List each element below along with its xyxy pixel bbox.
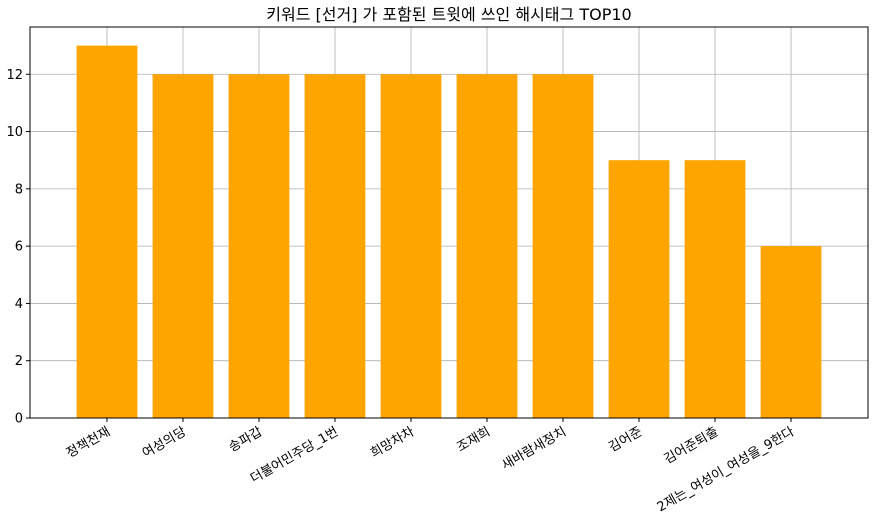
bar — [380, 74, 442, 418]
plot-frame — [29, 26, 869, 419]
bar — [304, 74, 366, 418]
y-tick-label: 4 — [15, 297, 23, 312]
chart-title: 키워드 [선거] 가 포함된 트윗에 쓰인 해시태그 TOP10 — [266, 5, 631, 24]
bar — [228, 74, 290, 418]
y-tick-label: 12 — [6, 68, 23, 83]
bar — [152, 74, 214, 418]
bar — [608, 160, 670, 418]
bar — [684, 160, 746, 418]
bar — [532, 74, 594, 418]
bar — [456, 74, 518, 418]
bar — [76, 45, 138, 418]
y-axis-ticks: 0 2 4 6 8 10 12 — [6, 68, 30, 427]
bars — [76, 45, 822, 418]
y-tick-label: 2 — [15, 354, 23, 369]
y-tick-label: 10 — [6, 125, 23, 140]
bar — [760, 246, 822, 418]
y-tick-label: 0 — [15, 412, 23, 427]
y-tick-label: 8 — [15, 182, 23, 197]
y-tick-label: 6 — [15, 240, 23, 255]
